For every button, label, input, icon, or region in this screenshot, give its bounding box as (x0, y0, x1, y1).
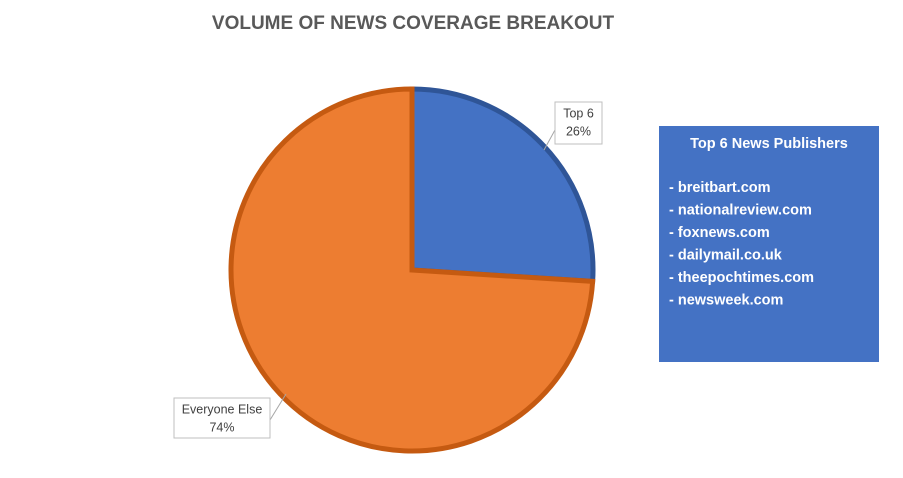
data-label-category: Everyone Else (182, 402, 263, 416)
annotation-item: - nationalreview.com (669, 202, 812, 218)
annotation-box (659, 126, 879, 362)
pie-slice (228, 86, 596, 454)
annotation-item: - foxnews.com (669, 225, 770, 241)
annotation-title: Top 6 News Publishers (690, 136, 848, 152)
data-label-category: Top 6 (563, 106, 594, 120)
annotation-item: - theepochtimes.com (669, 270, 814, 286)
annotation-item: - newsweek.com (669, 292, 783, 308)
annotation-item: - dailymail.co.uk (669, 247, 783, 263)
data-label-box (173, 397, 271, 439)
chart-title: VOLUME OF NEWS COVERAGE BREAKOUT (212, 13, 615, 34)
leader-line (269, 393, 287, 421)
data-label-value: 74% (209, 420, 234, 434)
pie-slice (409, 86, 596, 285)
data-label-box (554, 101, 603, 145)
leader-line (543, 129, 556, 151)
data-label-value: 26% (566, 124, 591, 138)
annotation-item: - breitbart.com (669, 180, 771, 196)
